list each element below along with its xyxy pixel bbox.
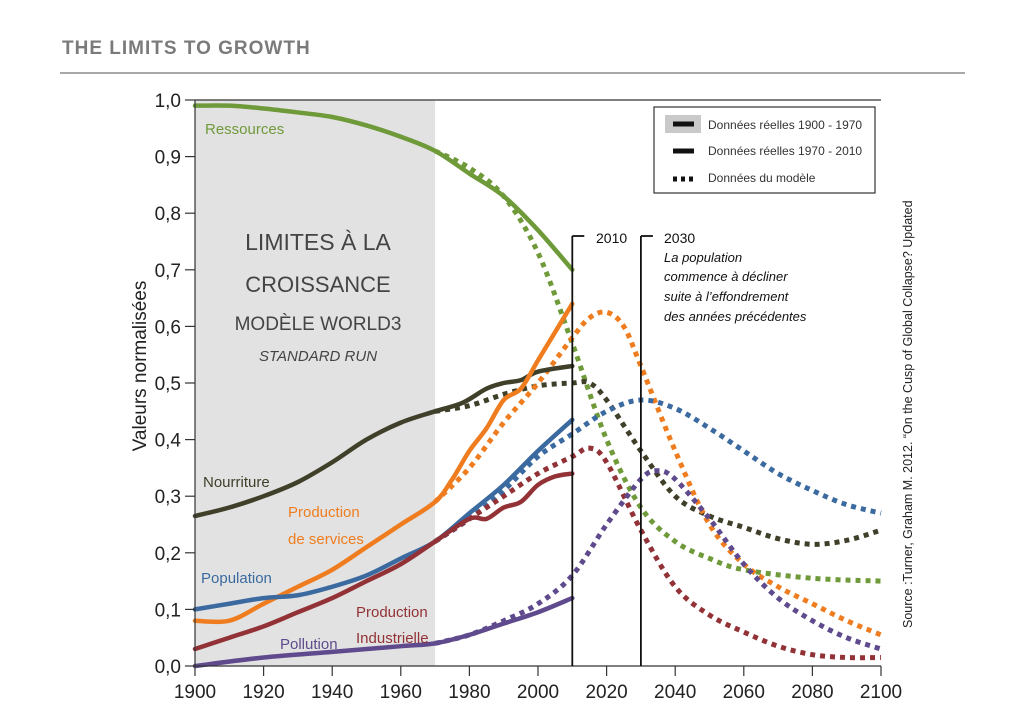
x-axis: 1900 1920 1940 1960 1980 2000 2020 2040 2060 2080… [174, 666, 902, 703]
y-tick-label-10: 1,0 [155, 91, 181, 112]
x-tick-label-1940: 1940 [311, 682, 353, 703]
series-model-production-de-services [433, 309, 882, 638]
marker-2030-note-3: suite à l’effondrement [664, 289, 790, 304]
y-tick-label-6: 0,6 [155, 317, 181, 338]
label-industrielle-2: Industrielle [356, 630, 429, 647]
y-axis-label: Valeurs normalisées [130, 281, 151, 452]
x-tick-label-2100: 2100 [860, 682, 902, 703]
series-observed-production-industrielle [192, 471, 575, 652]
legend-label-recent: Données réelles 1970 - 2010 [708, 144, 862, 158]
legend-label-model: Données du modèle [708, 171, 816, 185]
inset-title-line-4: STANDARD RUN [259, 348, 377, 365]
y-tick-label-1: 0,1 [155, 600, 181, 621]
label-industrielle-1: Production [356, 604, 428, 621]
series-observed-ressources [192, 103, 575, 273]
marker-2010-label: 2010 [596, 230, 627, 246]
marker-2030-note-4: des années précédentes [664, 309, 807, 324]
y-tick-label-4: 0,4 [155, 431, 182, 452]
label-services-1: Production [288, 504, 360, 521]
x-tick-label-2000: 2000 [517, 682, 559, 703]
marker-2030-note-1: La population [664, 250, 742, 265]
x-tick-label-2040: 2040 [654, 682, 696, 703]
inset-title-line-3: MODÈLE WORLD3 [235, 314, 402, 335]
series-group [192, 103, 882, 669]
marker-2030-note-2: commence à décliner [664, 269, 788, 284]
x-tick-label-2020: 2020 [585, 682, 627, 703]
x-tick-label-2080: 2080 [791, 682, 833, 703]
y-tick-label-8: 0,8 [155, 204, 181, 225]
shaded-region [195, 100, 436, 666]
label-nourriture: Nourriture [203, 474, 270, 491]
y-tick-label-2: 0,2 [155, 544, 181, 565]
x-tick-label-2060: 2060 [723, 682, 765, 703]
label-ressources: Ressources [205, 121, 284, 138]
y-tick-label-9: 0,9 [155, 148, 181, 169]
page-title: THE LIMITS TO GROWTH [62, 38, 311, 59]
y-tick-label-3: 0,3 [155, 487, 181, 508]
source-note: Source :Turner, Graham M. 2012. “On the … [901, 200, 915, 628]
x-tick-label-1900: 1900 [174, 682, 216, 703]
inset-title-line-2: CROISSANCE [245, 272, 390, 297]
x-tick-label-1980: 1980 [448, 682, 490, 703]
y-axis: 0,0 0,1 0,2 0,3 0,4 0,5 0,6 0,7 0,8 0,9 1,0 [155, 91, 195, 678]
series-observed-pollution [192, 595, 575, 669]
series-model-ressources [433, 148, 882, 584]
x-tick-label-1960: 1960 [380, 682, 422, 703]
marker-2030-label: 2030 [664, 230, 695, 246]
legend: Données réelles 1900 - 1970 Données réel… [653, 106, 876, 194]
y-tick-label-7: 0,7 [155, 261, 181, 282]
series-observed-population [192, 417, 575, 612]
y-tick-label-5: 0,5 [155, 374, 181, 395]
x-tick-label-1920: 1920 [242, 682, 284, 703]
label-services-2: de services [288, 531, 364, 548]
series-model-pollution [434, 468, 882, 652]
label-population: Population [201, 570, 272, 587]
y-tick-label-0: 0,0 [155, 657, 181, 678]
title-divider [60, 72, 965, 74]
year-markers [571, 235, 653, 666]
legend-label-historic: Données réelles 1900 - 1970 [708, 118, 862, 132]
inset-title-line-1: LIMITES À LA [245, 229, 391, 255]
series-observed-nourriture [192, 363, 575, 519]
label-pollution: Pollution [280, 636, 338, 653]
